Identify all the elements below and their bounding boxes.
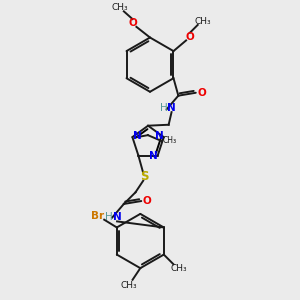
Text: O: O [186,32,194,41]
Text: O: O [197,88,206,98]
Text: N: N [154,131,163,141]
Text: N: N [133,131,142,141]
Text: N: N [113,212,122,222]
Text: O: O [128,18,137,28]
Text: CH₃: CH₃ [194,16,211,26]
Text: CH₃: CH₃ [112,3,128,12]
Text: N: N [167,103,176,113]
Text: H: H [160,103,168,113]
Text: CH₃: CH₃ [162,136,176,146]
Text: CH₃: CH₃ [120,281,137,290]
Text: O: O [143,196,152,206]
Text: N: N [148,152,157,161]
Text: CH₃: CH₃ [171,264,188,273]
Text: H: H [105,212,113,222]
Text: Br: Br [91,211,104,221]
Text: S: S [140,170,148,183]
